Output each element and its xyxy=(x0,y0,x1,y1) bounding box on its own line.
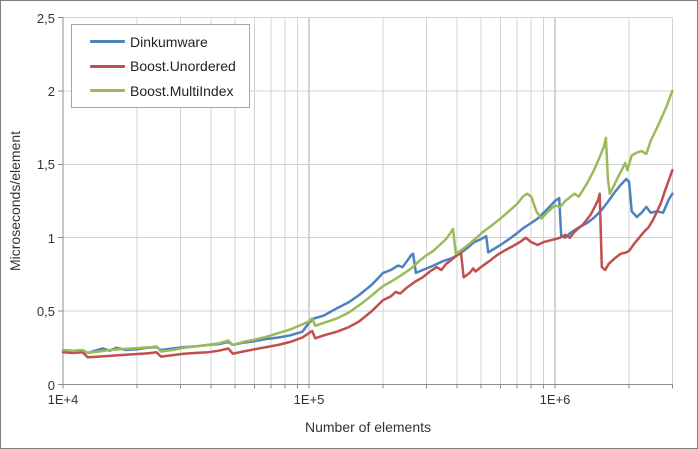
y-tick-label: 1 xyxy=(47,230,55,246)
series-line-dinkumware xyxy=(61,177,674,355)
legend-line-sample-icon xyxy=(90,89,125,92)
legend-item-boost-multiindex: Boost.MultiIndex xyxy=(90,83,249,99)
legend-label: Boost.Unordered xyxy=(130,58,236,74)
chart-legend: Dinkumware Boost.Unordered Boost.MultiIn… xyxy=(71,24,250,108)
y-tick-label: 0 xyxy=(47,377,55,393)
x-axis-title: Number of elements xyxy=(304,419,432,435)
x-tick-label: 1E+4 xyxy=(47,392,79,407)
x-tick-label: 1E+6 xyxy=(539,392,571,407)
y-axis-title: Microseconds/element xyxy=(7,130,23,272)
series-line-boost-unordered xyxy=(61,168,674,359)
legend-item-dinkumware: Dinkumware xyxy=(90,34,249,50)
y-tick-label: 1,5 xyxy=(36,157,55,173)
y-tick-label: 0,5 xyxy=(36,304,55,320)
y-tick-label: 2 xyxy=(47,83,55,99)
legend-item-boost-unordered: Boost.Unordered xyxy=(90,58,249,74)
series-line-boost-multiindex xyxy=(61,89,674,355)
legend-line-sample-icon xyxy=(90,64,125,68)
legend-label: Boost.MultiIndex xyxy=(130,82,234,99)
legend-label: Dinkumware xyxy=(130,33,208,50)
y-tick-label: 2,5 xyxy=(36,10,55,26)
legend-line-sample-icon xyxy=(90,40,125,43)
x-tick-label: 1E+5 xyxy=(293,392,325,407)
